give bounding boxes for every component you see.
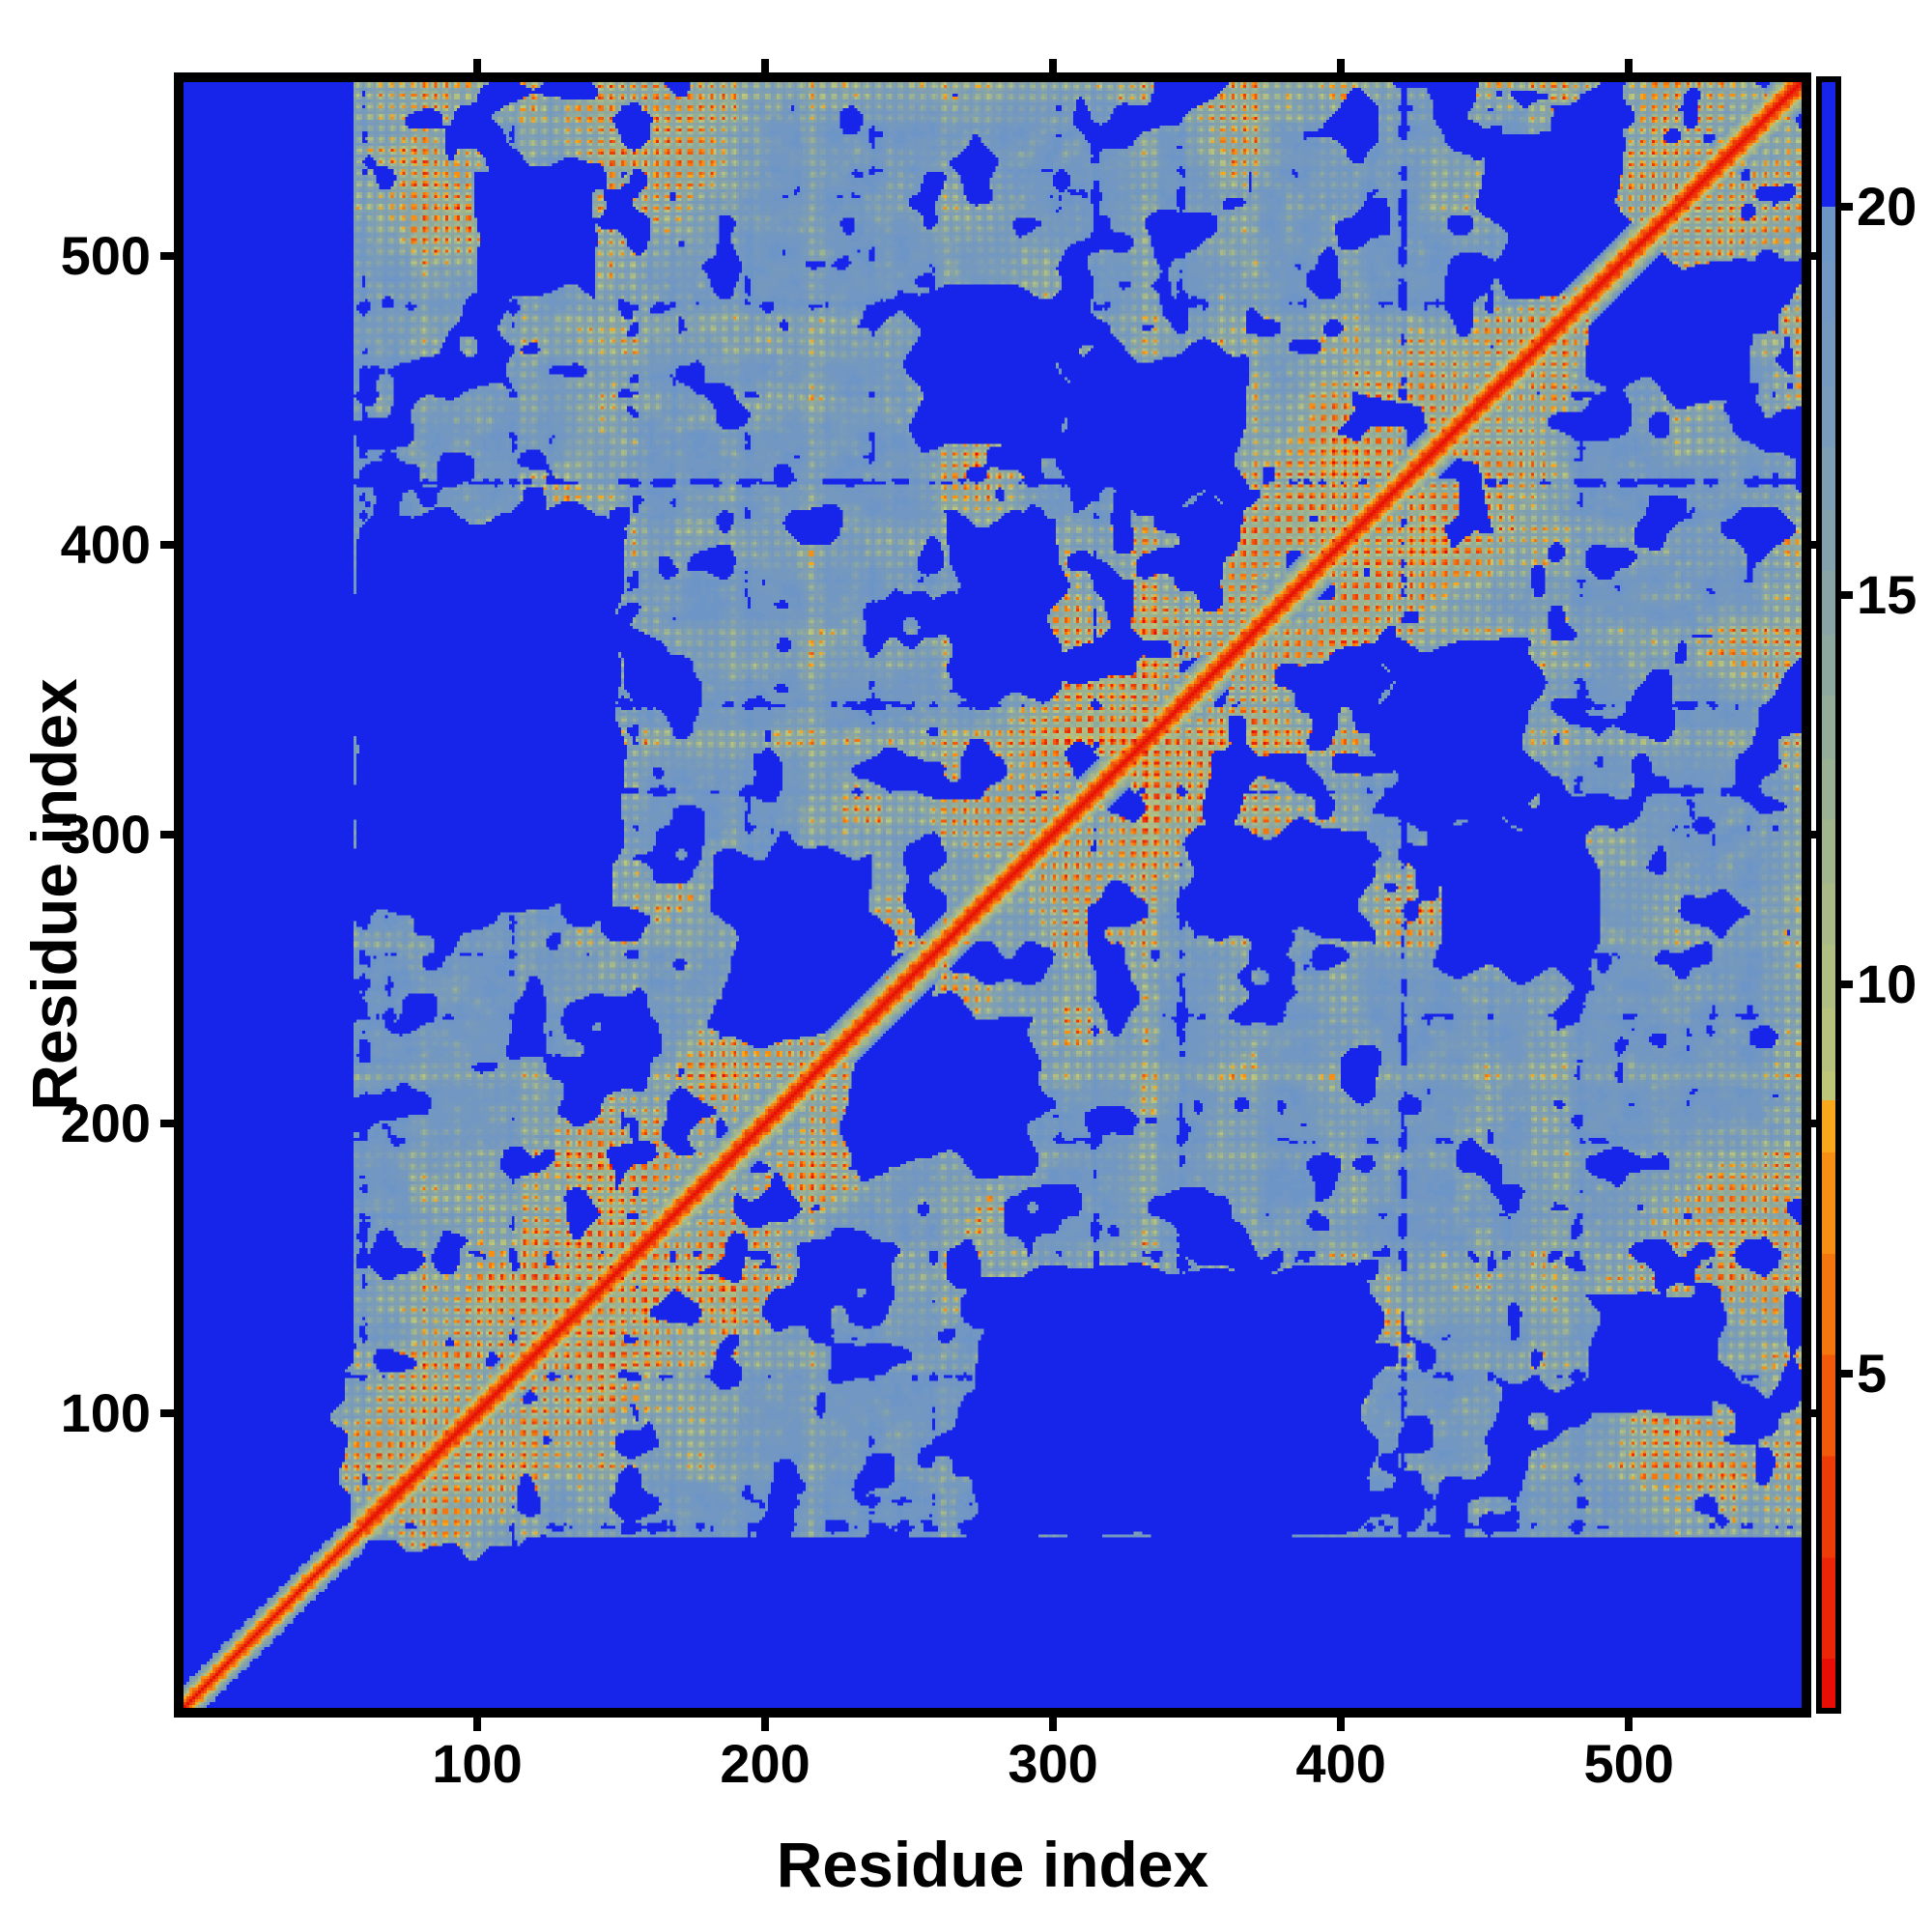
distance-map-heatmap-canvas: [184, 82, 1802, 1708]
y-tick-left: [160, 830, 174, 838]
x-tick-label: 400: [1295, 1733, 1386, 1794]
x-tick-bottom: [473, 1718, 481, 1731]
y-tick-label: 400: [60, 514, 151, 576]
x-tick-bottom: [1337, 1718, 1346, 1731]
colorbar-gradient-canvas: [1822, 82, 1835, 1708]
x-tick-top: [761, 59, 770, 72]
y-tick-left: [160, 1408, 174, 1417]
x-tick-bottom: [1625, 1718, 1634, 1731]
y-tick-left: [160, 541, 174, 550]
x-tick-top: [1625, 59, 1634, 72]
x-tick-top: [473, 59, 481, 72]
plot-frame: [174, 72, 1811, 1718]
x-tick-label: 300: [1008, 1733, 1098, 1794]
y-tick-left: [160, 1120, 174, 1128]
x-tick-bottom: [761, 1718, 770, 1731]
y-tick-left: [160, 251, 174, 260]
y-tick-label: 300: [60, 803, 151, 865]
x-tick-label: 500: [1583, 1733, 1674, 1794]
colorbar-tick: [1841, 1369, 1853, 1378]
y-tick-label: 100: [60, 1381, 151, 1443]
x-tick-label: 200: [720, 1733, 810, 1794]
x-axis-title: Residue index: [776, 1829, 1209, 1900]
colorbar-tick-label: 5: [1857, 1342, 1888, 1404]
colorbar-tick-label: 10: [1857, 953, 1918, 1015]
colorbar-tick: [1841, 202, 1853, 211]
y-tick-label: 200: [60, 1093, 151, 1154]
colorbar-frame: [1816, 76, 1841, 1714]
colorbar-tick-label: 15: [1857, 564, 1918, 626]
colorbar-tick-label: 20: [1857, 175, 1918, 237]
y-tick-label: 500: [60, 224, 151, 286]
colorbar-tick: [1841, 591, 1853, 600]
x-tick-top: [1049, 59, 1058, 72]
x-tick-top: [1337, 59, 1346, 72]
colorbar-tick: [1841, 980, 1853, 989]
x-tick-label: 100: [432, 1733, 523, 1794]
y-axis-title: Residue index: [18, 678, 90, 1111]
x-tick-bottom: [1049, 1718, 1058, 1731]
